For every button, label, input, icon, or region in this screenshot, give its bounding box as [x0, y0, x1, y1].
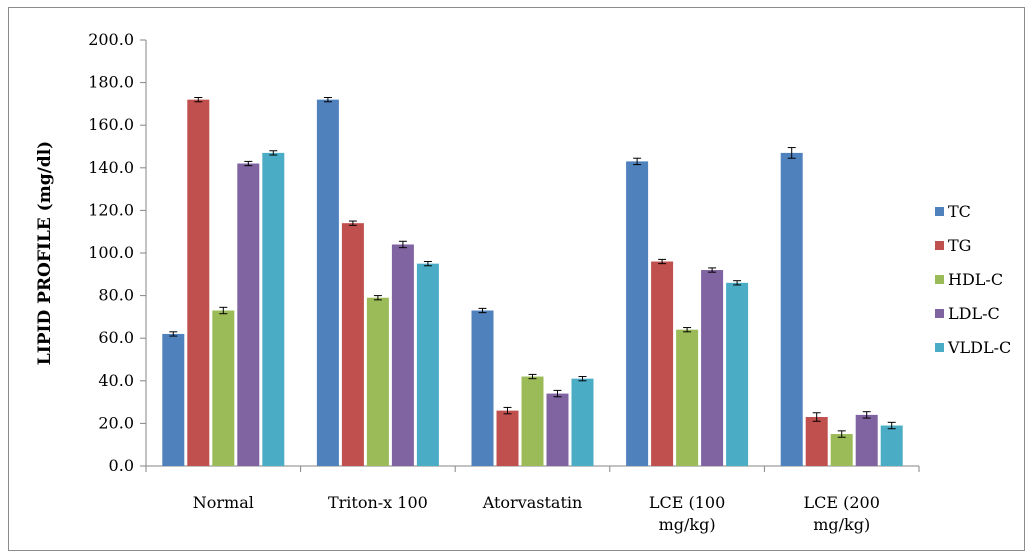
y-tick-label: 0.0	[109, 456, 134, 475]
bar-ldl-c	[391, 244, 414, 466]
bar-tg	[187, 99, 210, 466]
y-tick-label: 100.0	[88, 243, 134, 262]
y-tick-label: 20.0	[98, 413, 134, 432]
bar-vldl-c	[416, 263, 439, 466]
bar-tg	[805, 417, 828, 466]
legend-label-hdl-c: HDL-C	[948, 270, 1003, 289]
x-tick-label: LCE (200	[803, 493, 879, 512]
bar-tg	[651, 261, 674, 466]
bar-tg	[341, 223, 364, 466]
x-tick-label: Atorvastatin	[482, 493, 583, 512]
y-tick-label: 200.0	[88, 30, 134, 49]
x-tick-label: Triton-x 100	[328, 493, 428, 512]
bar-ldl-c	[701, 270, 724, 466]
x-tick-label: Normal	[193, 493, 254, 512]
bar-ldl-c	[546, 393, 569, 466]
bar-tc	[316, 99, 339, 466]
y-tick-label: 40.0	[98, 371, 134, 390]
y-tick-label: 60.0	[98, 328, 134, 347]
y-tick-label: 140.0	[88, 158, 134, 177]
bar-tc	[780, 152, 803, 466]
legend-swatch-ldl-c	[935, 309, 944, 318]
bar-hdl-c	[366, 297, 389, 466]
y-tick-label: 80.0	[98, 286, 134, 305]
bar-tc	[162, 333, 185, 466]
legend-swatch-tc	[935, 207, 944, 216]
bar-vldl-c	[571, 378, 594, 466]
bar-hdl-c	[676, 329, 699, 466]
bar-vldl-c	[880, 425, 903, 466]
bar-hdl-c	[521, 376, 544, 466]
legend-label-tg: TG	[948, 236, 971, 255]
bar-ldl-c	[237, 163, 260, 467]
x-tick-label: mg/kg)	[813, 515, 870, 534]
legend-label-vldl-c: VLDL-C	[947, 338, 1011, 357]
bar-tg	[496, 410, 519, 466]
legend-swatch-hdl-c	[935, 275, 944, 284]
y-axis-title: LIPID PROFILE (mg/dl)	[35, 141, 55, 365]
x-tick-label: LCE (100	[649, 493, 725, 512]
y-tick-label: 120.0	[88, 200, 134, 219]
legend-label-tc: TC	[948, 202, 971, 221]
legend-swatch-vldl-c	[935, 343, 944, 352]
bar-hdl-c	[212, 310, 235, 466]
y-tick-label: 180.0	[88, 73, 134, 92]
bar-ldl-c	[855, 414, 878, 466]
y-tick-label: 160.0	[88, 115, 134, 134]
legend-swatch-tg	[935, 241, 944, 250]
bar-tc	[471, 310, 494, 466]
bar-tc	[626, 161, 649, 466]
bar-vldl-c	[262, 152, 285, 466]
bar-vldl-c	[726, 282, 749, 466]
bar-hdl-c	[830, 434, 853, 466]
x-tick-label: mg/kg)	[659, 515, 716, 534]
legend-label-ldl-c: LDL-C	[948, 304, 1000, 323]
